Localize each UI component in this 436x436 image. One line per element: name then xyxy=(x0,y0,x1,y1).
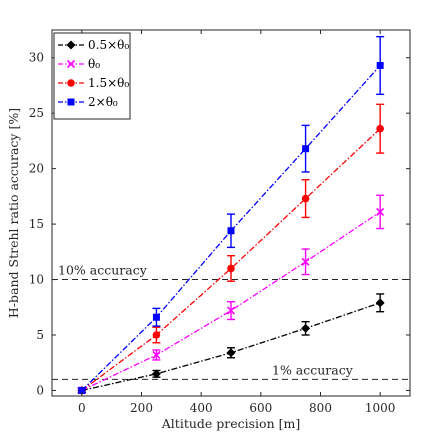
y-tick-label: 30 xyxy=(29,51,44,65)
data-point xyxy=(67,98,75,106)
legend-label: 2×θ₀ xyxy=(88,95,118,109)
legend-item: 0.5×θ₀ xyxy=(58,38,129,52)
x-axis-label: Altitude precision [m] xyxy=(161,416,300,431)
x-tick-label: 200 xyxy=(130,401,153,415)
data-point xyxy=(152,313,160,321)
series-layer xyxy=(77,35,385,395)
data-point xyxy=(152,350,161,360)
legend-item: 1.5×θ₀ xyxy=(58,76,129,90)
y-tick-label: 5 xyxy=(36,328,44,342)
data-point xyxy=(152,331,161,339)
data-point xyxy=(376,61,384,69)
x-tick-label: 1000 xyxy=(365,401,396,415)
y-tick-label: 15 xyxy=(29,217,44,231)
data-point xyxy=(301,323,311,333)
ticks-layer: 0 200 400 600 800 1000 0 5 10 15 20 25 30 xyxy=(29,30,410,415)
reference-line-label: 10% accuracy xyxy=(58,263,148,278)
legend-item: 2×θ₀ xyxy=(58,95,118,109)
series-3 xyxy=(77,35,385,394)
legend-item: θ₀ xyxy=(58,57,100,71)
data-point xyxy=(67,79,75,87)
y-axis-label: H-band Strehl ratio accuracy [%] xyxy=(6,108,21,318)
series-1 xyxy=(77,194,385,395)
reference-line-label: 1% accuracy xyxy=(272,362,354,377)
y-tick-label: 10 xyxy=(29,273,44,287)
data-point xyxy=(66,59,76,69)
x-tick-label: 400 xyxy=(190,401,213,415)
y-tick-label: 0 xyxy=(36,383,44,397)
legend-label: θ₀ xyxy=(88,57,100,71)
legend: 0.5×θ₀ θ₀ 1.5×θ₀ 2×θ₀ xyxy=(53,32,131,120)
data-point xyxy=(226,348,236,358)
data-point xyxy=(302,145,310,153)
legend-box xyxy=(53,32,131,120)
x-tick-label: 800 xyxy=(309,401,332,415)
data-point xyxy=(151,369,161,379)
plot-frame xyxy=(51,29,411,397)
data-point xyxy=(227,264,235,273)
data-point xyxy=(375,298,385,308)
data-point xyxy=(227,227,235,235)
data-point xyxy=(301,257,310,266)
data-point xyxy=(301,194,310,203)
data-point xyxy=(376,124,384,133)
data-point xyxy=(66,40,76,50)
x-tick-label: 600 xyxy=(249,401,272,415)
reference-lines-layer: 10% accuracy 1% accuracy xyxy=(52,263,410,380)
legend-label: 1.5×θ₀ xyxy=(88,76,129,90)
data-point xyxy=(376,207,385,216)
y-tick-label: 20 xyxy=(29,162,44,176)
legend-label: 0.5×θ₀ xyxy=(88,38,129,52)
x-tick-label: 0 xyxy=(78,401,86,415)
data-point xyxy=(78,386,86,394)
data-point xyxy=(226,306,236,315)
y-tick-label: 25 xyxy=(29,106,44,120)
